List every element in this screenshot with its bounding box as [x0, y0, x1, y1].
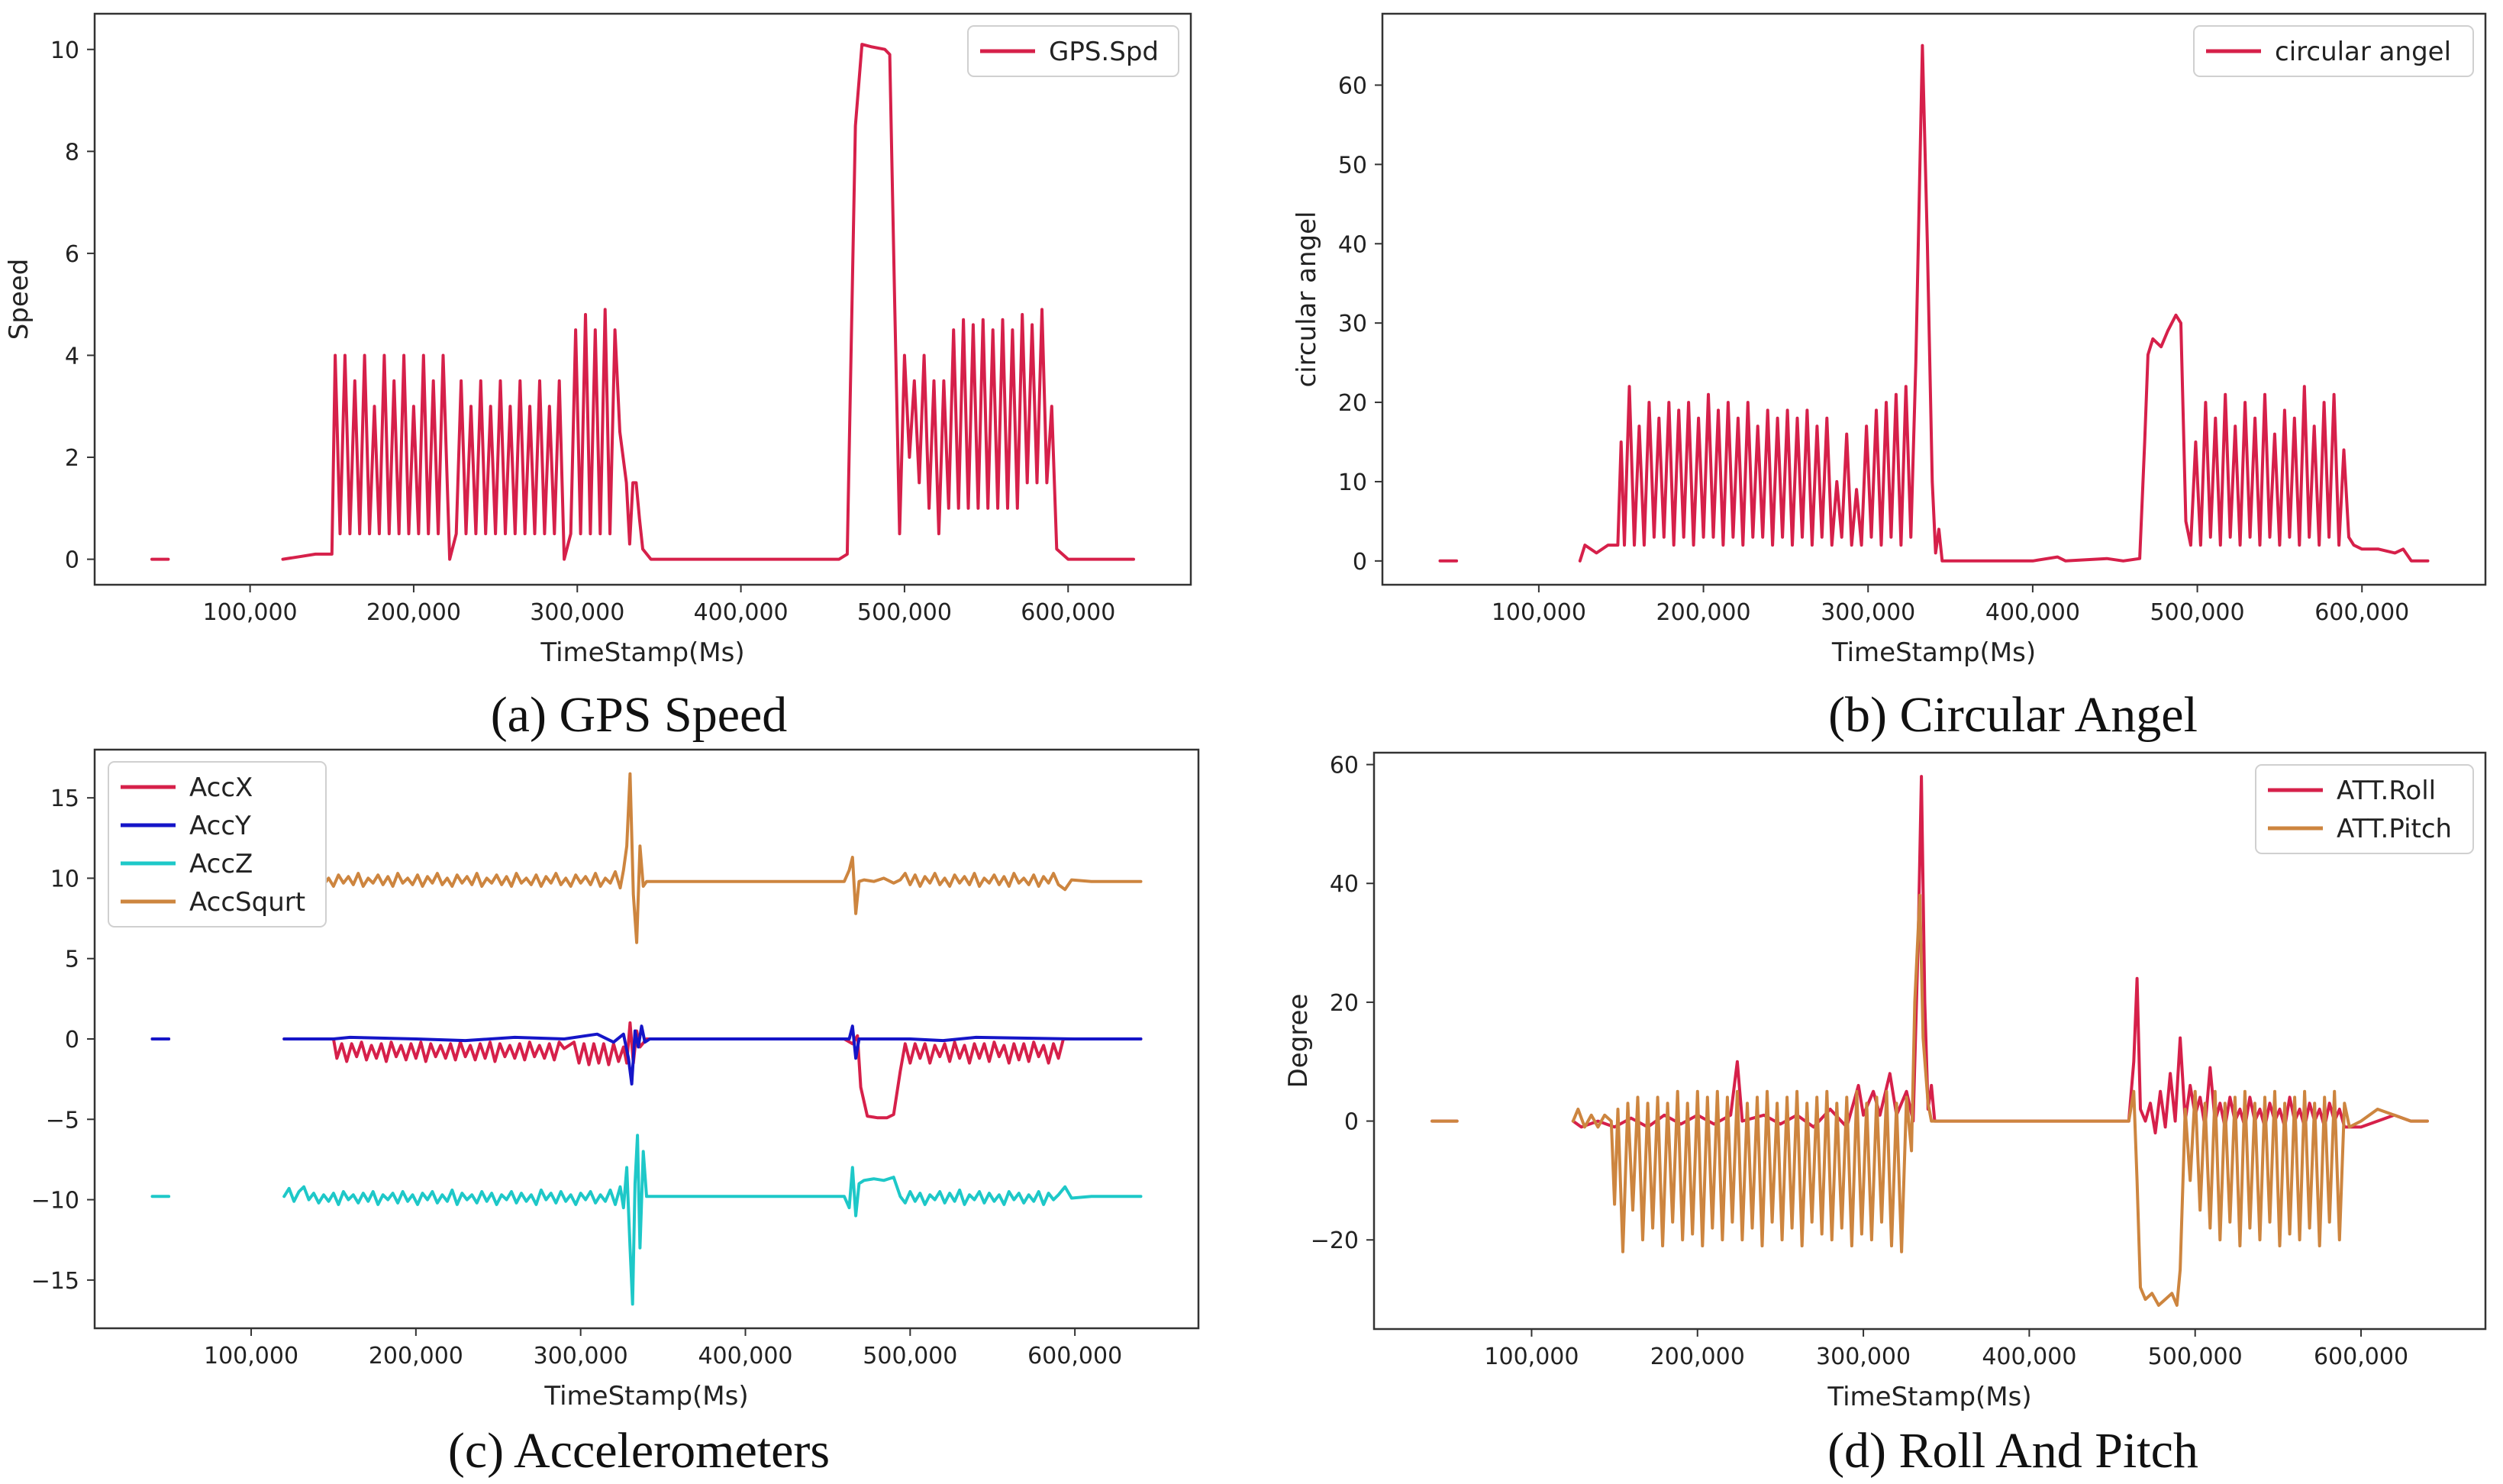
legend-label-accsqurt: AccSqurt	[189, 887, 305, 918]
y-tick-label: 8	[65, 139, 79, 166]
series-line-accy	[282, 1024, 1143, 1086]
series-line-accz	[282, 1134, 1143, 1306]
legend-box	[2193, 25, 2474, 77]
x-axis-label: TimeStamp(Ms)	[543, 1381, 748, 1411]
plot-frame	[1381, 12, 2487, 586]
chart-panel-roll-and-pitch: 100,000 200,000 300,000 400,000 500,000 600,0…	[1283, 751, 2487, 1412]
legend-label-accy: AccY	[189, 811, 251, 841]
caption-a: (a) GPS Speed	[491, 687, 788, 743]
caption-c: (c) Accelerometers	[448, 1423, 830, 1479]
series-line-circular-angel	[1578, 44, 2430, 563]
series-lines	[1438, 44, 2430, 563]
x-tick-label: 200,000	[1650, 1344, 1745, 1370]
y-tick-label: −20	[1311, 1228, 1359, 1254]
x-axis-label: TimeStamp(Ms)	[1827, 1382, 2031, 1412]
series-line-accsqurt	[282, 772, 1143, 944]
x-tick-label: 500,000	[857, 599, 952, 626]
y-tick-label: 50	[1338, 152, 1367, 179]
series-line-gps-spd	[281, 43, 1135, 561]
x-tick-label: 500,000	[863, 1343, 957, 1369]
x-tick-label: 300,000	[534, 1343, 628, 1369]
y-tick-label: 10	[50, 37, 79, 64]
y-axis-label: Speed	[4, 259, 34, 340]
x-tick-label: 400,000	[698, 1343, 792, 1369]
x-tick-label: 500,000	[2150, 599, 2245, 626]
y-tick-label: 4	[65, 343, 79, 369]
series-lines	[150, 772, 1143, 1306]
legend-box	[2255, 764, 2474, 854]
x-tick-label: 400,000	[1982, 1344, 2076, 1370]
legend-label-att-roll: ATT.Roll	[2337, 776, 2436, 806]
legend-box	[967, 25, 1179, 77]
x-tick-label: 500,000	[2148, 1344, 2243, 1370]
y-tick-label: 60	[1338, 73, 1367, 100]
plot-frame	[93, 748, 1200, 1330]
legend: AccX AccY AccZ AccSqurt	[108, 761, 327, 928]
y-tick-label: 0	[65, 1027, 79, 1053]
y-tick-label: 20	[1330, 990, 1359, 1017]
y-tick-label: 2	[65, 445, 79, 472]
y-tick-label: 30	[1338, 311, 1367, 337]
y-tick-label: 10	[50, 866, 79, 892]
legend: circular angel	[2193, 25, 2474, 77]
plot-frame	[1372, 751, 2487, 1331]
x-tick-label: 200,000	[1656, 599, 1751, 626]
x-axis-label: TimeStamp(Ms)	[1831, 637, 2036, 668]
caption-d: (d) Roll And Pitch	[1827, 1423, 2198, 1479]
series-lines	[1431, 775, 2429, 1307]
y-tick-label: −10	[31, 1188, 79, 1215]
y-tick-label: 6	[65, 241, 79, 268]
x-tick-label: 100,000	[204, 1343, 298, 1369]
y-tick-label: 0	[1344, 1109, 1359, 1136]
x-tick-label: 100,000	[1492, 599, 1586, 626]
x-tick-label: 100,000	[203, 599, 298, 626]
series-lines	[150, 43, 1135, 561]
legend: ATT.Roll ATT.Pitch	[2255, 764, 2474, 854]
y-tick-label: 0	[65, 547, 79, 574]
x-tick-label: 300,000	[530, 599, 624, 626]
y-axis-label: circular angel	[1292, 211, 1322, 387]
x-axis-label: TimeStamp(Ms)	[540, 637, 744, 668]
y-tick-label: 40	[1338, 231, 1367, 258]
x-tick-label: 200,000	[366, 599, 461, 626]
legend-label-accx: AccX	[189, 773, 253, 803]
x-tick-label: 600,000	[1027, 1343, 1122, 1369]
x-tick-label: 300,000	[1821, 599, 1915, 626]
x-tick-label: 600,000	[2314, 599, 2409, 626]
caption-b: (b) Circular Angel	[1828, 687, 2198, 743]
y-tick-label: 60	[1330, 753, 1359, 779]
legend-box	[108, 761, 327, 928]
series-line-att-pitch	[1571, 893, 2429, 1307]
chart-panel-circular-angel: 100,000 200,000 300,000 400,000 500,000 600,0…	[1292, 12, 2487, 668]
x-tick-label: 400,000	[694, 599, 789, 626]
y-tick-label: −15	[31, 1268, 79, 1295]
chart-panel-accelerometers: 100,000 200,000 300,000 400,000 500,000 600,0…	[31, 748, 1200, 1411]
chart-panel-gps-speed: 100,000 200,000 300,000 400,000 500,000 600,0…	[4, 12, 1192, 668]
legend: GPS.Spd	[967, 25, 1179, 77]
series-line-att-roll	[1571, 775, 2429, 1135]
y-axis-label: Degree	[1283, 994, 1314, 1089]
legend-label-att-pitch: ATT.Pitch	[2337, 814, 2452, 844]
x-tick-label: 100,000	[1484, 1344, 1579, 1370]
y-tick-label: 0	[1353, 549, 1367, 576]
plot-frame	[93, 12, 1192, 586]
y-tick-label: −5	[46, 1107, 79, 1134]
x-tick-label: 200,000	[369, 1343, 463, 1369]
y-tick-label: 20	[1338, 390, 1367, 417]
legend-label-circular-angel: circular angel	[2275, 37, 2451, 67]
y-tick-label: 10	[1338, 469, 1367, 496]
y-tick-label: 15	[50, 786, 79, 812]
x-tick-label: 600,000	[1021, 599, 1115, 626]
x-tick-label: 300,000	[1816, 1344, 1911, 1370]
y-tick-label: 5	[65, 947, 79, 973]
series-line-accx	[282, 1021, 1143, 1120]
legend-label-gps-spd: GPS.Spd	[1049, 37, 1159, 67]
y-tick-label: 40	[1330, 871, 1359, 898]
legend-label-accz: AccZ	[189, 849, 253, 879]
x-tick-label: 600,000	[2314, 1344, 2408, 1370]
x-tick-label: 400,000	[1985, 599, 2080, 626]
